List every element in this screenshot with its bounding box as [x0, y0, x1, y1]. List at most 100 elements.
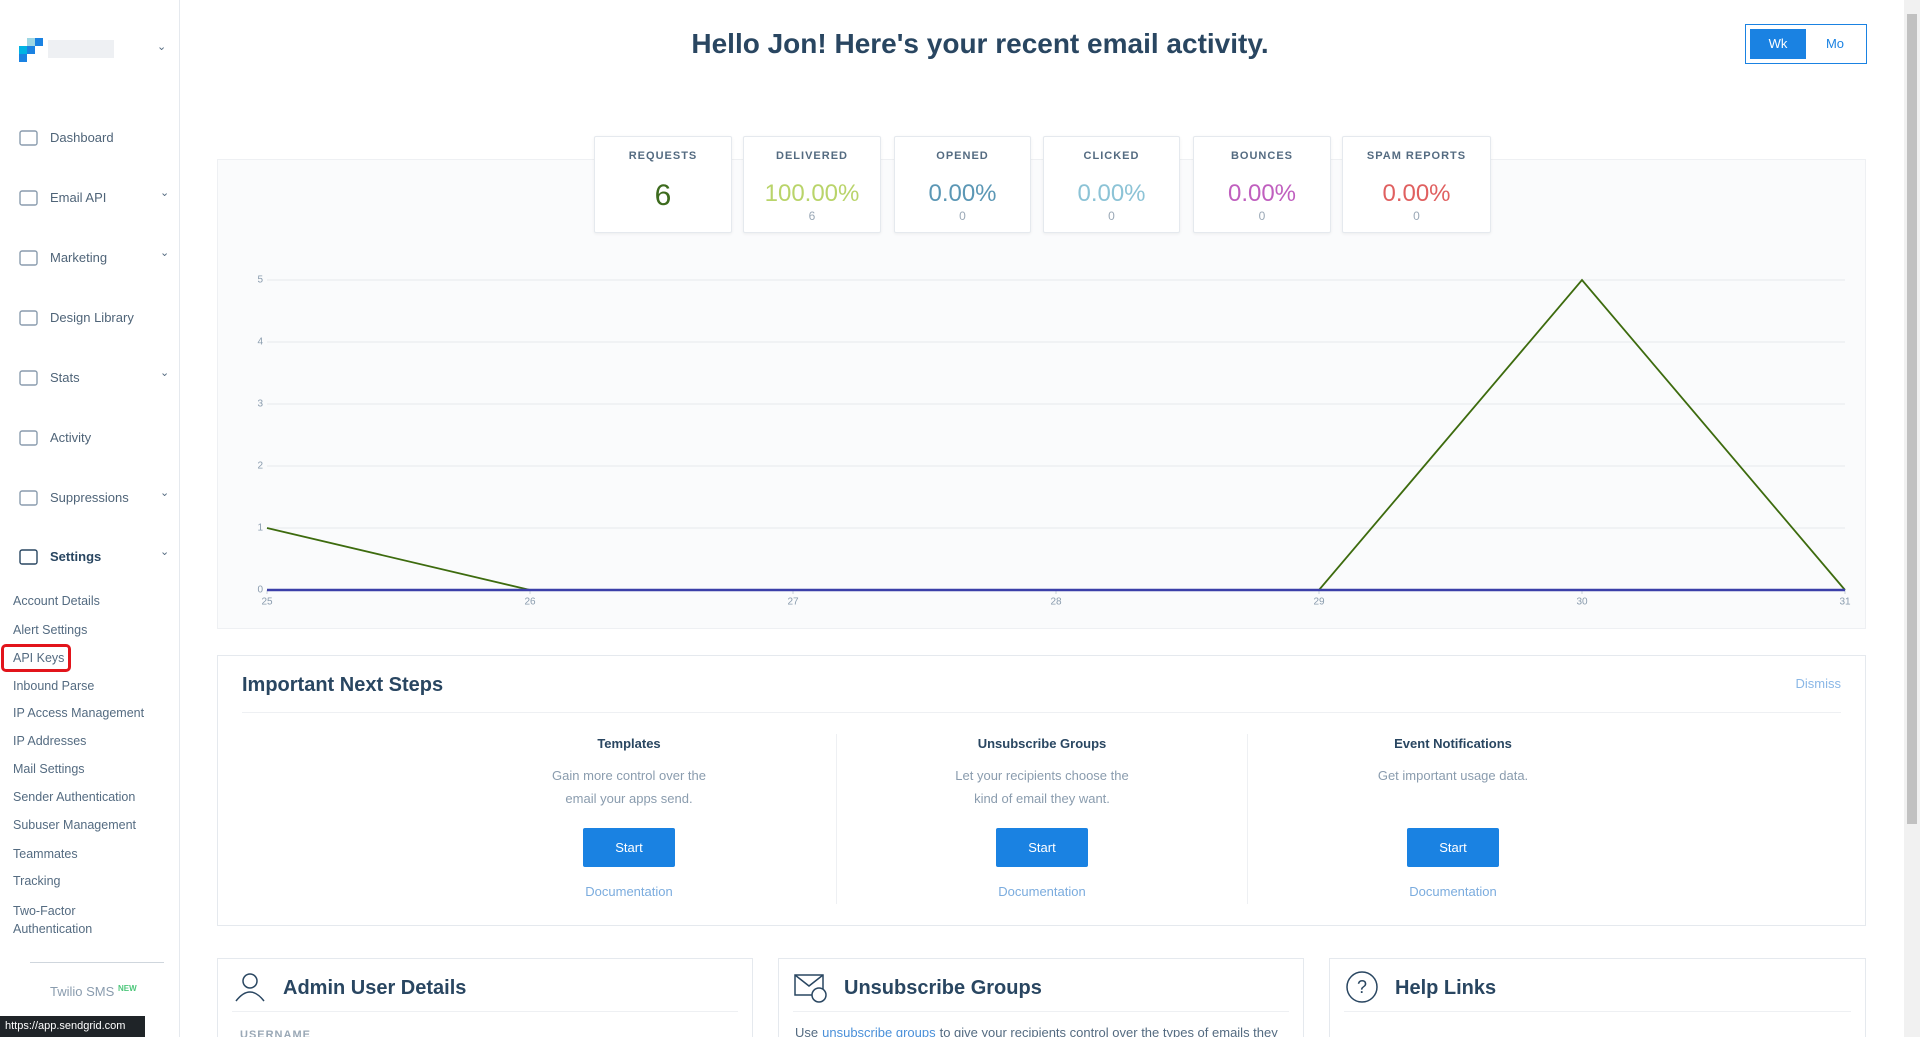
nav-item[interactable]: Email API	[50, 190, 107, 205]
nav-item[interactable]: Dashboard	[50, 130, 114, 145]
nav-item[interactable]: Design Library	[50, 310, 134, 325]
settings-item[interactable]: Inbound Parse	[13, 679, 95, 693]
start-button[interactable]: Start	[1407, 828, 1499, 867]
stat-value: 0.00%	[1227, 180, 1297, 207]
stat-card: REQUESTS 6	[594, 136, 732, 233]
card-title: Admin User Details	[283, 977, 467, 999]
stat-label: OPENED	[936, 150, 989, 162]
next-steps-panel: Important Next Steps Dismiss Templates Gain…	[217, 655, 1866, 926]
settings-item[interactable]: Sender Authentication	[13, 790, 136, 804]
new-badge: NEW	[118, 984, 137, 993]
nav-item[interactable]: Stats	[50, 370, 80, 385]
stat-value: 6	[654, 179, 672, 212]
nav-icon	[19, 490, 38, 506]
settings-item[interactable]: API Keys	[13, 651, 65, 665]
card-text: USERNAME	[240, 1029, 311, 1037]
settings-item[interactable]: Account Details	[13, 594, 100, 608]
start-button[interactable]: Start	[583, 828, 675, 867]
stat-value: 100.00%	[764, 180, 860, 207]
column-divider	[1247, 734, 1248, 904]
settings-item[interactable]: Subuser Management	[13, 818, 136, 832]
highlight-box	[1, 644, 71, 672]
stat-sub: 0	[1108, 209, 1115, 223]
nav-chevron[interactable]: ⌄	[160, 367, 170, 379]
nav-item[interactable]: Suppressions	[50, 490, 129, 505]
nav-icon	[19, 310, 38, 326]
documentation-link[interactable]: Documentation	[998, 884, 1086, 899]
step-title: Unsubscribe Groups	[977, 736, 1107, 751]
stat-card: DELIVERED 100.00% 6	[743, 136, 881, 233]
nav-chevron[interactable]: ⌄	[160, 546, 170, 558]
column-divider	[836, 734, 837, 904]
stat-card: CLICKED 0.00% 0	[1043, 136, 1180, 233]
nav-icon	[19, 190, 38, 206]
nav-icon	[19, 250, 38, 266]
stat-value: 0.00%	[1382, 180, 1451, 207]
text-span: to give your recipients control over the…	[939, 1025, 1278, 1037]
scrollbar	[1904, 0, 1920, 1037]
card-title: Unsubscribe Groups	[844, 977, 1042, 999]
toggle-option[interactable]: Wk	[1750, 29, 1806, 59]
settings-item[interactable]: Mail Settings	[13, 762, 85, 776]
dismiss-link[interactable]: Dismiss	[1795, 676, 1842, 691]
info-card: Admin User Details USERNAME	[217, 958, 753, 1037]
nav-item[interactable]: Activity	[50, 430, 92, 445]
card-icon	[794, 974, 827, 1003]
stat-sub: 0	[1258, 209, 1266, 223]
nav-icon	[19, 370, 38, 386]
text-span: Use	[795, 1025, 819, 1037]
nav-chevron[interactable]: ⌄	[160, 187, 170, 199]
documentation-link[interactable]: Documentation	[585, 884, 673, 899]
nav-item[interactable]: Settings	[50, 549, 102, 564]
toggle-option[interactable]: Mo	[1825, 36, 1845, 51]
nav-icon	[19, 430, 38, 446]
stat-value: 0.00%	[928, 180, 997, 207]
stat-card: OPENED 0.00% 0	[894, 136, 1031, 233]
chart-panel	[217, 159, 1866, 629]
account-name-blur	[48, 40, 114, 58]
card-title: Help Links	[1395, 977, 1497, 999]
divider	[232, 1011, 738, 1012]
stat-card: SPAM REPORTS 0.00% 0	[1342, 136, 1491, 233]
card-icon: ?	[1346, 971, 1378, 1003]
settings-item[interactable]: Two-Factor Authentication	[13, 904, 93, 936]
stat-label: BOUNCES	[1230, 150, 1293, 162]
nav-item[interactable]: Marketing	[50, 250, 108, 265]
start-button[interactable]: Start	[996, 828, 1088, 867]
step-description: Let your recipients choose the	[955, 768, 1129, 783]
nav-icon	[19, 130, 38, 146]
step-title: Templates	[597, 736, 661, 751]
settings-item[interactable]: IP Addresses	[13, 734, 87, 748]
info-card: Unsubscribe Groups Use unsubscribe groups t…	[778, 958, 1304, 1037]
settings-item[interactable]: Tracking	[13, 874, 61, 888]
nav-chevron[interactable]: ⌄	[160, 247, 170, 259]
step-description: email your apps send.	[565, 791, 693, 806]
toggle: Wk Mo	[1745, 24, 1867, 64]
step-title: Event Notifications	[1394, 736, 1512, 751]
info-card: ? Help Links	[1329, 958, 1866, 1037]
divider	[793, 1011, 1289, 1012]
account-chevron[interactable]: ⌄	[157, 41, 167, 53]
settings-item[interactable]: Alert Settings	[13, 623, 88, 637]
nav-icon	[19, 549, 38, 565]
settings-item[interactable]: IP Access Management	[13, 706, 145, 720]
divider	[242, 712, 1841, 713]
logo	[19, 38, 43, 62]
stat-card: BOUNCES 0.00% 0	[1193, 136, 1331, 233]
stat-sub: 0	[1413, 209, 1420, 223]
documentation-link[interactable]: Documentation	[1409, 884, 1497, 899]
stat-label: REQUESTS	[628, 150, 698, 162]
status-url: https://app.sendgrid.com	[0, 1016, 145, 1037]
stat-value: 0.00%	[1077, 180, 1146, 207]
sidebar	[0, 0, 180, 1037]
settings-item[interactable]: Teammates	[13, 847, 78, 861]
step-description: Gain more control over the	[552, 768, 706, 783]
card-icon	[235, 973, 265, 1002]
nav-item[interactable]: Twilio SMS	[50, 984, 115, 999]
panel-title: Important Next Steps	[242, 674, 444, 696]
nav-chevron[interactable]: ⌄	[160, 487, 170, 499]
stat-label: SPAM REPORTS	[1366, 150, 1467, 162]
inline-link[interactable]: unsubscribe groups	[822, 1025, 936, 1037]
stat-label: CLICKED	[1083, 150, 1140, 162]
